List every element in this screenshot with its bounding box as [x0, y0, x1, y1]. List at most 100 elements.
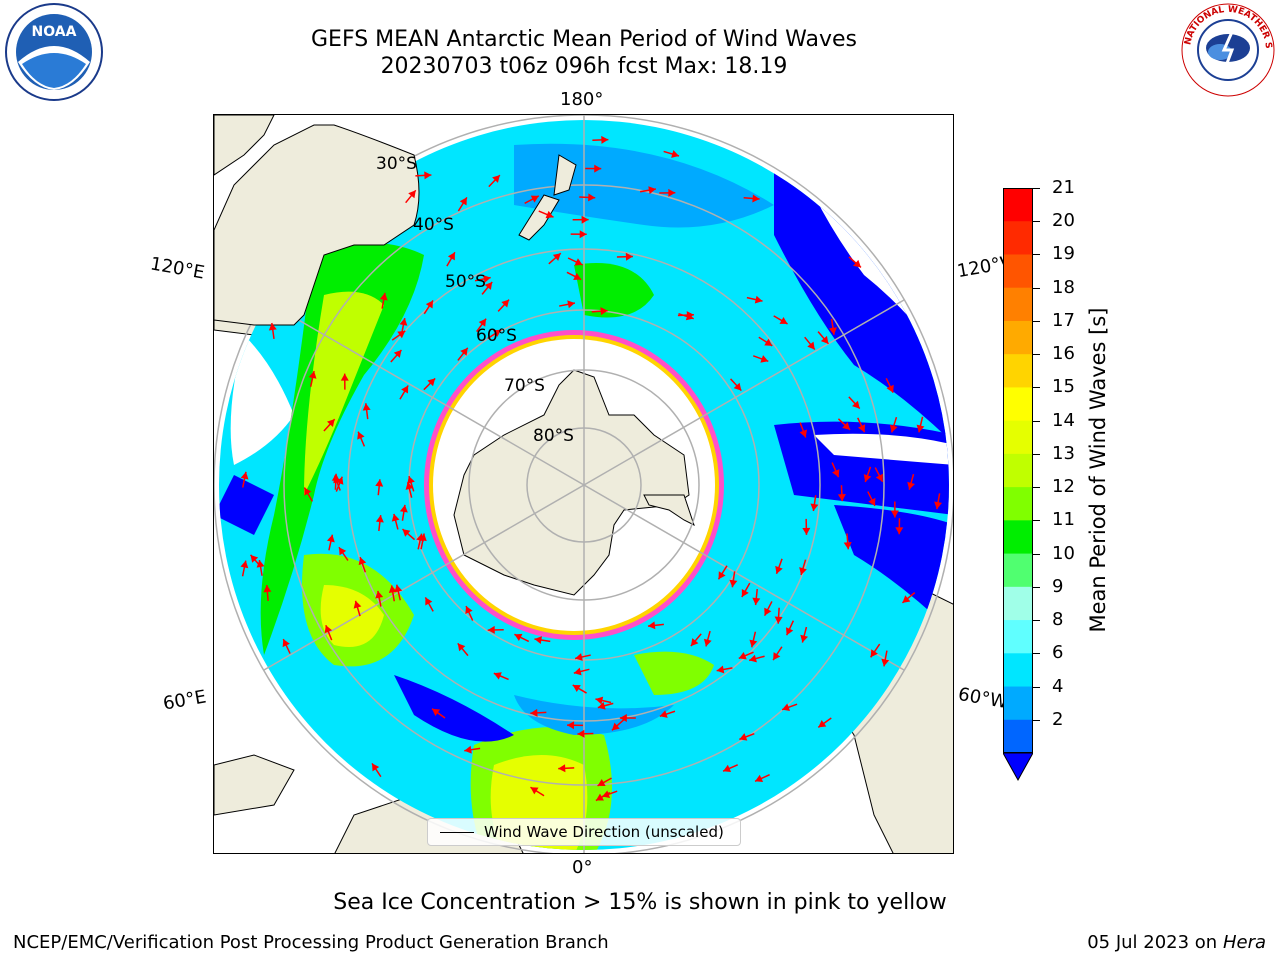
- colorbar-bin: [1003, 254, 1033, 289]
- wind-arrow: [487, 625, 504, 634]
- wind-arrow: [870, 643, 881, 658]
- wind-arrow: [418, 533, 427, 550]
- wind-arrow: [717, 565, 728, 580]
- wind-arrow: [802, 518, 811, 535]
- lon-label-60w: 60°W: [956, 683, 1010, 714]
- wind-arrow: [885, 377, 894, 394]
- wind-arrow: [399, 317, 408, 334]
- wind-arrow: [303, 487, 313, 502]
- colorbar-bin: [1003, 520, 1033, 555]
- wind-arrow: [391, 513, 400, 530]
- wind-arrow: [548, 252, 562, 265]
- wind-arrow: [678, 312, 694, 321]
- colorbar-bin: [1003, 188, 1033, 222]
- colorbar-bin: [1003, 686, 1033, 721]
- continent-outlines: [214, 124, 577, 326]
- wind-arrow: [901, 592, 916, 604]
- colorbar-bin: [1003, 487, 1033, 521]
- map-canvas: 30°S 40°S 50°S 60°S 70°S 80°S: [214, 115, 953, 853]
- wind-arrow: [577, 729, 594, 738]
- map-panel: 30°S 40°S 50°S 60°S 70°S 80°S: [213, 114, 954, 854]
- wind-arrow: [570, 230, 587, 239]
- colorbar-bin: [1003, 420, 1033, 455]
- wind-arrow: [837, 485, 846, 502]
- colorbar-tick-mark: [1033, 354, 1040, 356]
- footer-branch: NCEP/EMC/Verification Post Processing Pr…: [13, 932, 609, 953]
- wind-arrow: [772, 646, 783, 661]
- wind-arrow: [240, 471, 249, 488]
- wind-arrow: [597, 777, 612, 787]
- colorbar-tick-mark: [1033, 686, 1040, 688]
- graticule: [214, 115, 953, 853]
- wind-arrow: [249, 554, 262, 568]
- colorbar-tick-label: 15: [1052, 376, 1075, 398]
- wind-arrow: [399, 385, 409, 400]
- footer-host: Hera: [1222, 932, 1266, 953]
- wind-arrow: [375, 515, 384, 532]
- wind-arrow: [457, 347, 469, 361]
- colorbar-tick-label: 21: [1052, 177, 1075, 198]
- wind-arrow: [619, 713, 636, 722]
- wind-arrow: [907, 474, 915, 490]
- wind-arrow: [774, 607, 783, 624]
- wind-arrow: [639, 186, 656, 195]
- legend-label: Wind Wave Direction (unscaled): [484, 823, 724, 841]
- wind-arrow: [530, 708, 547, 717]
- wind-arrow: [464, 745, 481, 754]
- wind-arrow: [867, 491, 876, 507]
- lat-label-80s: 80°S: [533, 426, 574, 446]
- wind-arrow: [340, 373, 349, 390]
- wind-arrow: [558, 764, 575, 773]
- wind-arrow: [739, 733, 755, 741]
- chart-title: GEFS MEAN Antarctic Mean Period of Wind …: [311, 27, 857, 52]
- colorbar-tick-mark: [1033, 320, 1040, 322]
- wind-arrow: [353, 600, 362, 617]
- wind-arrow: [752, 589, 761, 606]
- wind-arrow: [800, 626, 809, 643]
- colorbar-bin: [1003, 287, 1033, 322]
- wind-arrow: [752, 355, 769, 363]
- wind-arrow: [375, 590, 384, 607]
- colorbar-tick-mark: [1033, 188, 1040, 189]
- wind-arrow: [375, 479, 384, 496]
- wind-arrow: [837, 418, 851, 431]
- antarctic-peninsula: [643, 494, 695, 526]
- lon-label-60e: 60°E: [161, 686, 208, 715]
- wind-arrow: [799, 422, 808, 438]
- wind-arrow: [874, 467, 884, 483]
- wind-arrow: [357, 431, 366, 447]
- wind-arrow: [331, 473, 340, 490]
- lon-label-0: 0°: [572, 857, 593, 878]
- colorbar-bin: [1003, 553, 1033, 588]
- noaa-logo-text: NOAA: [32, 24, 77, 40]
- wind-arrow: [716, 665, 733, 674]
- wind-arrow: [743, 194, 760, 203]
- wind-arrow: [916, 416, 925, 433]
- wind-arrow: [324, 624, 333, 641]
- colorbar-tick-label: 12: [1052, 476, 1075, 498]
- wind-arrow: [881, 650, 890, 667]
- wind-arrow: [263, 584, 272, 602]
- colorbar-tick-label: 10: [1052, 542, 1075, 564]
- colorbar-tick-mark: [1033, 620, 1040, 622]
- antarctica-land: [453, 369, 690, 596]
- colorbar-extend-triangle: [1003, 752, 1033, 782]
- wind-wave-arrows: [240, 135, 943, 802]
- colorbar: [1003, 188, 1033, 782]
- wind-arrow: [326, 534, 335, 551]
- wind-arrow: [585, 164, 602, 173]
- wind-arrow: [465, 605, 474, 621]
- wind-arrow: [773, 315, 788, 325]
- colorbar-tick-label: 18: [1052, 276, 1075, 298]
- wind-arrow: [446, 251, 456, 267]
- wind-arrow: [559, 300, 576, 309]
- colorbar-bin: [1003, 719, 1033, 754]
- colorbar-bin: [1003, 620, 1033, 654]
- wind-arrow: [748, 654, 765, 663]
- colorbar-tick-mark: [1033, 719, 1040, 721]
- wind-arrow: [729, 571, 738, 588]
- wind-arrow: [848, 256, 862, 268]
- colorbar-tick-mark: [1033, 520, 1040, 522]
- wind-arrow: [401, 528, 416, 541]
- wind-arrow: [282, 638, 291, 654]
